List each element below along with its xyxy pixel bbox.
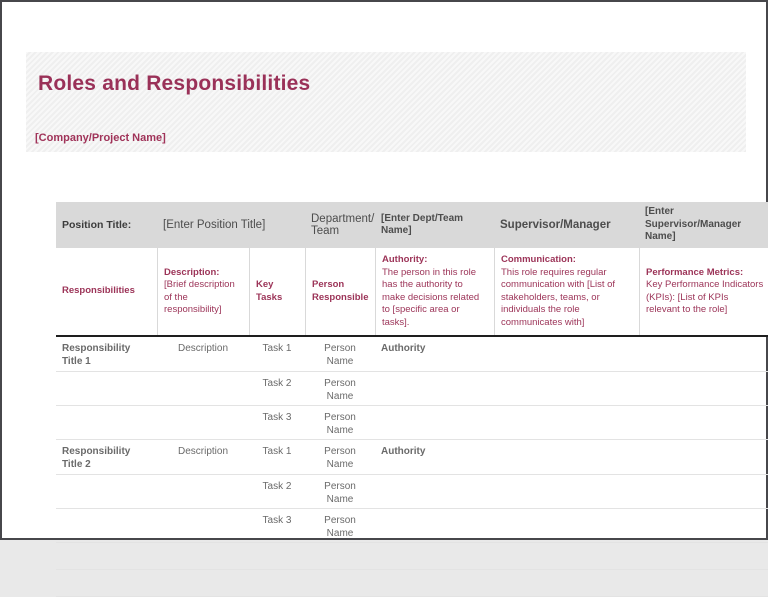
authority-cell[interactable] xyxy=(375,509,494,542)
person-cell[interactable]: Person Name xyxy=(324,343,356,367)
description-lead: Description: xyxy=(164,266,220,278)
task-cell[interactable]: Task 1 xyxy=(262,446,292,458)
communication-lead: Communication: xyxy=(501,254,576,265)
authority-cell[interactable]: Authority xyxy=(381,446,426,458)
authority-cell[interactable]: Authority xyxy=(381,343,426,355)
table-row: Responsibility Title 1 Description Task … xyxy=(56,337,768,373)
description-cell[interactable] xyxy=(157,406,249,439)
task-cell[interactable]: Task 2 xyxy=(262,378,292,390)
responsibility-title-cell[interactable] xyxy=(56,509,157,542)
table-row: Task 2 Person Name xyxy=(56,475,768,510)
supervisor-placeholder[interactable]: [Enter Supervisor/Manager Name] xyxy=(645,206,742,243)
responsibility-title-cell[interactable]: Responsibility Title 2 xyxy=(62,446,131,470)
template-page: Roles and Responsibilities [Company/Proj… xyxy=(26,52,768,597)
authority-lead: Authority: xyxy=(382,254,428,265)
document-header: Roles and Responsibilities [Company/Proj… xyxy=(26,52,746,152)
task-cell[interactable]: Task 2 xyxy=(262,481,292,493)
task-cell[interactable]: Task 1 xyxy=(262,343,292,355)
responsibility-title-cell[interactable] xyxy=(56,475,157,508)
person-cell[interactable]: Person Name xyxy=(324,481,356,505)
col-authority: Authority: The person in this role has t… xyxy=(375,248,494,336)
col-description: Description: [Brief description of the r… xyxy=(157,248,249,336)
person-cell[interactable]: Person Name xyxy=(324,515,356,539)
communication-hint: This role requires regular communication… xyxy=(501,266,616,328)
responsibility-title-cell[interactable] xyxy=(56,406,157,439)
table-row: Responsibility Title 2 Description Task … xyxy=(56,440,768,476)
description-cell[interactable]: Description xyxy=(177,343,229,355)
responsibility-title-cell[interactable] xyxy=(56,372,157,405)
person-cell[interactable]: Person Name xyxy=(324,412,356,436)
metrics-lead: Performance Metrics: xyxy=(646,266,744,278)
column-header-row: Responsibilities Description: [Brief des… xyxy=(56,248,768,338)
description-cell[interactable]: Description xyxy=(177,446,229,458)
table-row: Task 3 Person Name xyxy=(56,509,768,544)
roles-table: Position Title: [Enter Position Title] D… xyxy=(56,202,768,597)
col-communication: Communication: This role requires regula… xyxy=(494,248,639,336)
person-cell[interactable]: Person Name xyxy=(324,446,356,470)
document-frame: Roles and Responsibilities [Company/Proj… xyxy=(0,0,768,540)
page-title: Roles and Responsibilities xyxy=(38,72,311,95)
description-cell[interactable] xyxy=(157,509,249,542)
supervisor-label: Supervisor/Manager xyxy=(500,219,611,231)
empty-table-row xyxy=(56,570,768,597)
description-cell[interactable] xyxy=(157,475,249,508)
col-performance-metrics: Performance Metrics: Key Performance Ind… xyxy=(639,248,768,336)
col-person-responsible: Person Responsible xyxy=(305,248,375,336)
authority-cell[interactable] xyxy=(375,372,494,405)
responsibility-title-cell[interactable]: Responsibility Title 1 xyxy=(62,343,131,367)
empty-table-row xyxy=(56,543,768,571)
authority-cell[interactable] xyxy=(375,406,494,439)
position-title-placeholder[interactable]: [Enter Position Title] xyxy=(163,219,266,231)
task-cell[interactable]: Task 3 xyxy=(262,515,292,527)
description-hint: [Brief description of the responsibility… xyxy=(164,279,235,316)
department-placeholder[interactable]: [Enter Dept/Team Name] xyxy=(381,212,464,237)
task-cell[interactable]: Task 3 xyxy=(262,412,292,424)
table-row: Task 2 Person Name xyxy=(56,372,768,407)
table-row: Task 3 Person Name xyxy=(56,406,768,441)
col-responsibilities: Responsibilities xyxy=(62,285,135,297)
authority-hint: The person in this role has the authorit… xyxy=(382,266,480,328)
position-title-label: Position Title: xyxy=(62,219,132,231)
col-key-tasks: Key Tasks xyxy=(249,248,305,336)
company-name-placeholder[interactable]: [Company/Project Name] xyxy=(35,132,166,144)
authority-cell[interactable] xyxy=(375,475,494,508)
description-cell[interactable] xyxy=(157,372,249,405)
person-cell[interactable]: Person Name xyxy=(324,378,356,402)
position-info-bar: Position Title: [Enter Position Title] D… xyxy=(56,202,768,248)
metrics-hint: Key Performance Indicators (KPIs): [List… xyxy=(646,279,764,316)
department-label: Department/ Team xyxy=(311,213,375,237)
